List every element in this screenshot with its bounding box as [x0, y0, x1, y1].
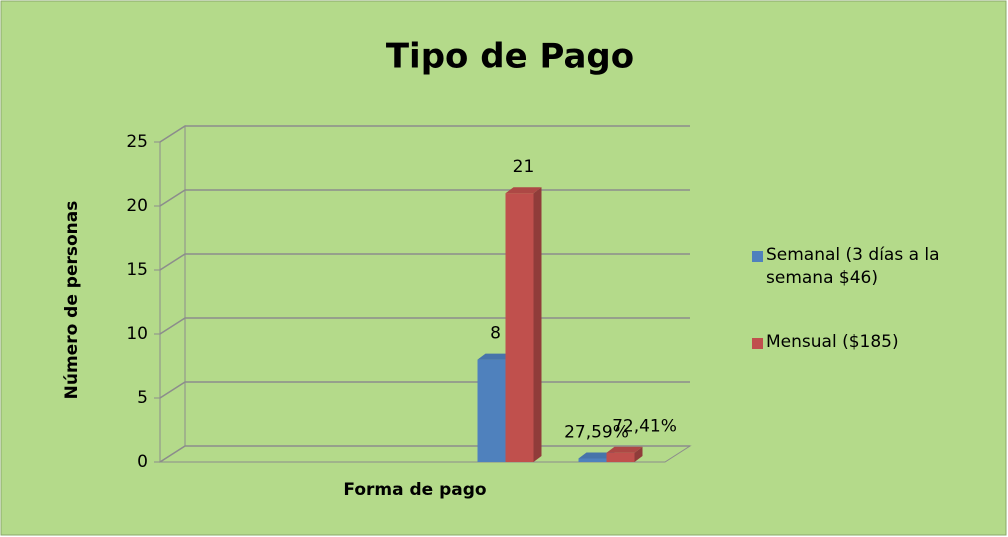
y-tick-label: 10 — [126, 324, 148, 344]
bar-top — [477, 353, 514, 360]
legend-swatch — [752, 251, 763, 262]
value-label: 21 — [513, 157, 535, 177]
value-label: 27,59% — [564, 422, 629, 442]
bar-front — [578, 458, 607, 462]
bar — [505, 187, 542, 462]
chart-title: Tipo de Pago — [386, 37, 634, 77]
bar-side — [634, 446, 643, 462]
legend-label: Semanal (3 días a la semana $46) — [766, 245, 940, 288]
x-axis-title: Forma de pago — [343, 480, 486, 500]
y-tick-label: 0 — [137, 452, 148, 472]
bar-top — [578, 452, 615, 459]
bar-front — [477, 359, 506, 462]
y-tick-label: 15 — [126, 260, 148, 280]
y-axis-title: Número de personas — [62, 201, 82, 400]
bar-side — [533, 187, 542, 462]
bar-top — [606, 446, 643, 453]
legend-swatch — [752, 338, 763, 349]
value-label: 72,41% — [612, 417, 677, 437]
y-tick-label: 25 — [126, 132, 148, 152]
bar-front — [505, 193, 534, 462]
bar — [606, 446, 643, 462]
y-tick-label: 5 — [137, 388, 148, 408]
grid-line — [159, 125, 690, 143]
bar-front — [606, 452, 635, 462]
legend-label: Mensual ($185) — [766, 332, 899, 352]
bar-top — [505, 187, 542, 194]
y-tick-label: 20 — [126, 196, 148, 216]
value-label: 8 — [490, 324, 501, 344]
